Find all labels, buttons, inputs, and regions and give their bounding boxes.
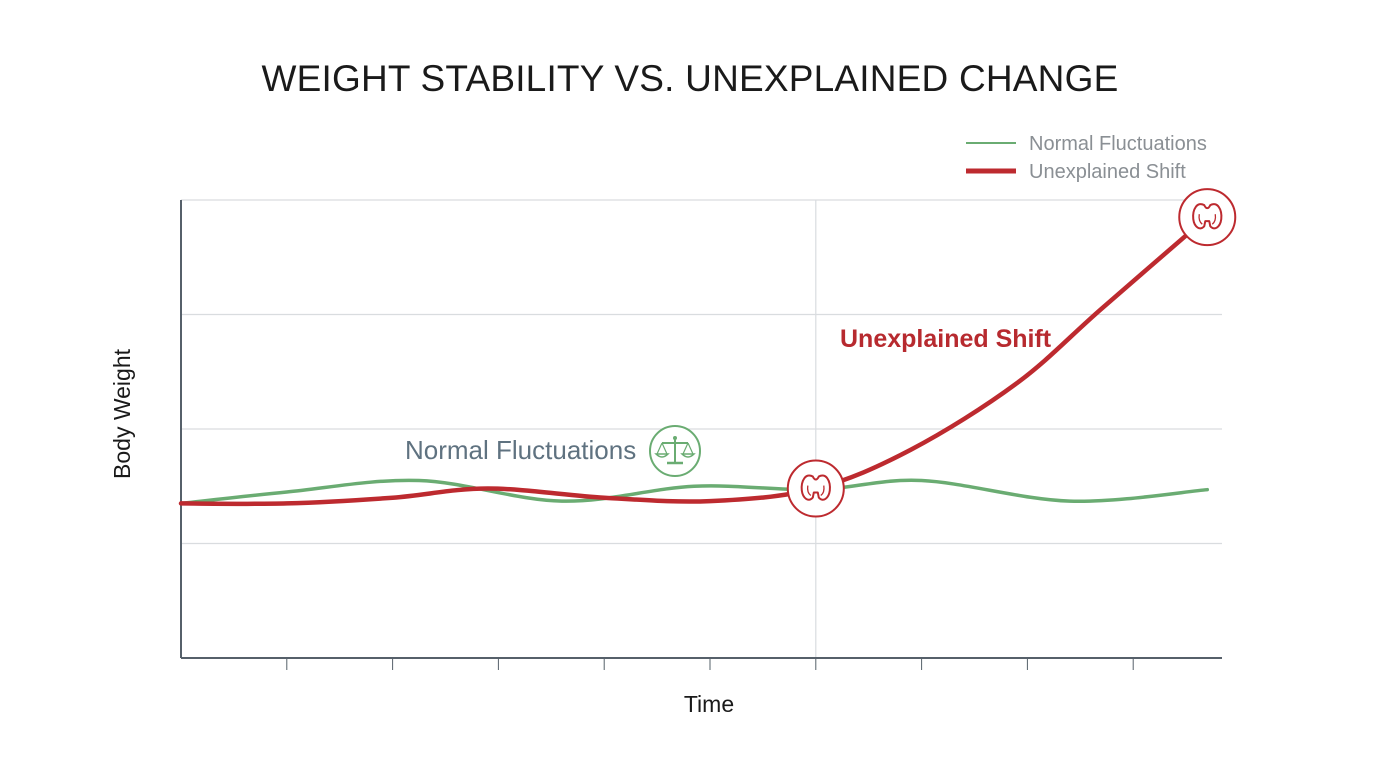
x-axis-label: Time: [684, 691, 734, 717]
legend-label-shift: Unexplained Shift: [1029, 161, 1186, 183]
thyroid-icon: [786, 459, 845, 518]
legend: Normal Fluctuations Unexplained Shift: [966, 133, 1207, 183]
series-line-unexplained-shift: [178, 214, 1210, 507]
annotation-normal-fluctuations: Normal Fluctuations: [405, 435, 636, 465]
balance-scale-icon: [649, 425, 701, 477]
series: [178, 214, 1210, 507]
chart-title: WEIGHT STABILITY VS. UNEXPLAINED CHANGE: [262, 58, 1119, 99]
axes: [180, 200, 1222, 670]
markers: [786, 188, 1237, 518]
series-line-normal-fluctuations: [179, 478, 1210, 506]
annotation-unexplained-shift: Unexplained Shift: [840, 325, 1052, 353]
legend-label-normal: Normal Fluctuations: [1029, 133, 1207, 155]
y-axis-label: Body Weight: [109, 348, 135, 479]
grid: [181, 199, 1222, 658]
thyroid-icon: [1178, 188, 1237, 247]
